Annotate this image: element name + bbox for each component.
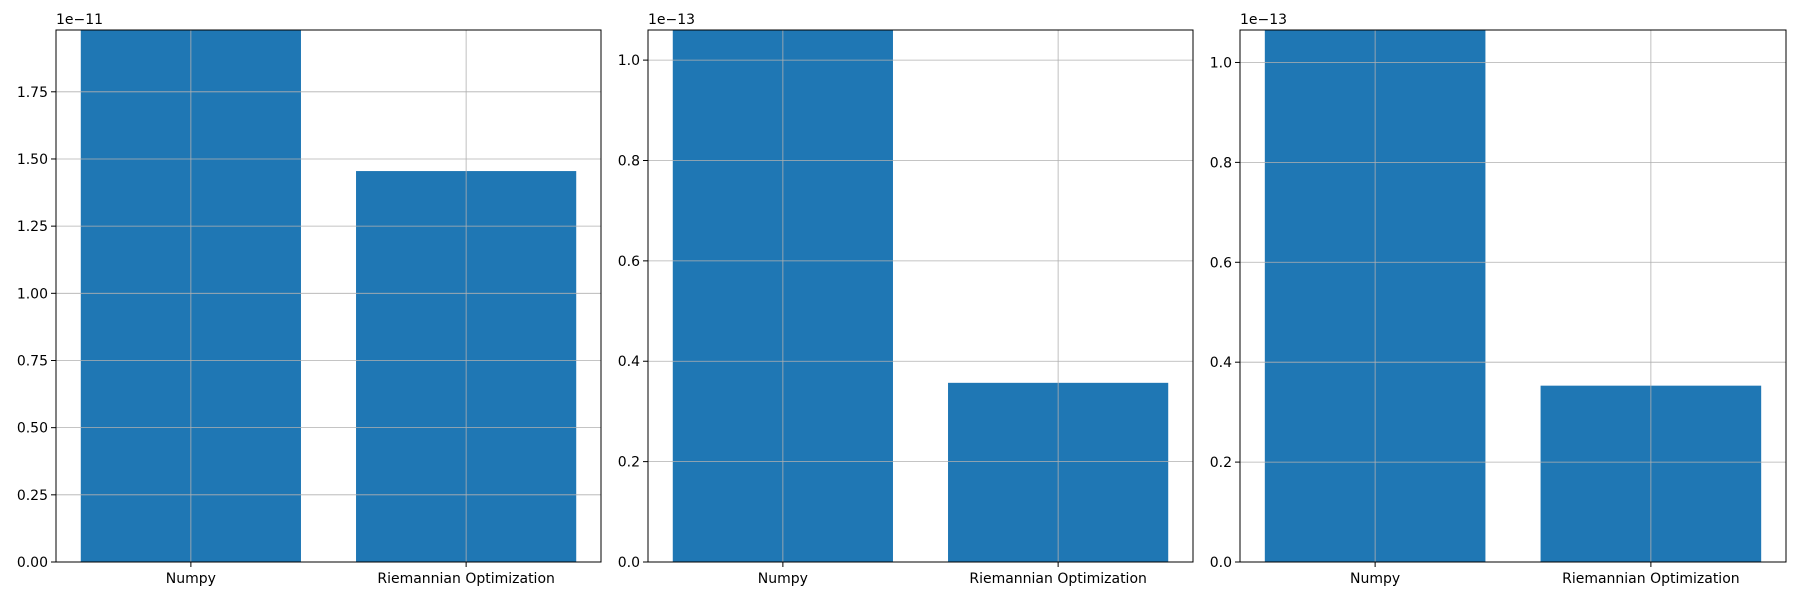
y-tick-label: 1.50: [17, 152, 48, 168]
y-tick-label: 0.2: [618, 455, 640, 471]
chart-panel-3: 0.0 0.2 0.4 0.6 0.8 1.0 Numpy Riemannian Optimi…: [1210, 12, 1787, 587]
x-tick-label: Riemannian Optimization: [1562, 571, 1740, 587]
y-axis-offset-label: 1e−13: [1240, 12, 1287, 28]
y-tick-label: 1.0: [618, 53, 640, 69]
axes-frame: [55, 29, 602, 563]
y-tick-label: 0.50: [17, 421, 48, 437]
y-tick-label: 0.4: [1210, 355, 1232, 371]
x-tick-label: Numpy: [758, 571, 808, 587]
y-tick-label: 0.25: [17, 488, 48, 504]
y-tick-label: 1.75: [17, 85, 48, 101]
y-tick-label: 0.6: [1210, 255, 1232, 271]
y-tick-label: 0.0: [1210, 555, 1232, 571]
y-tick-label: 0.2: [1210, 455, 1232, 471]
chart-panel-1: 0.00 0.25 0.50 0.75 1.00 1.25 1.50 1.75 Numpy Rie…: [17, 12, 602, 587]
axes-frame: [647, 29, 1194, 563]
y-axis-offset-label: 1e−11: [56, 12, 103, 28]
y-tick-label: 0.0: [618, 555, 640, 571]
chart-panel-2: 0.0 0.2 0.4 0.6 0.8 1.0 Numpy Riemannian Optimi…: [618, 12, 1194, 587]
x-tick-label: Riemannian Optimization: [969, 571, 1147, 587]
y-tick-label: 0.75: [17, 353, 48, 369]
x-tick-label: Numpy: [1350, 571, 1400, 587]
y-tick-label: 0.6: [618, 254, 640, 270]
y-tick-label: 1.00: [17, 286, 48, 302]
y-tick-label: 1.0: [1210, 55, 1232, 71]
y-tick-label: 0.4: [618, 354, 640, 370]
y-tick-label: 1.25: [17, 219, 48, 235]
x-tick-label: Numpy: [166, 571, 216, 587]
x-tick-label: Riemannian Optimization: [377, 571, 555, 587]
y-tick-label: 0.00: [17, 555, 48, 571]
y-axis-offset-label: 1e−13: [648, 12, 695, 28]
y-tick-label: 0.8: [618, 153, 640, 169]
axes-frame: [1239, 29, 1787, 563]
y-tick-label: 0.8: [1210, 155, 1232, 171]
